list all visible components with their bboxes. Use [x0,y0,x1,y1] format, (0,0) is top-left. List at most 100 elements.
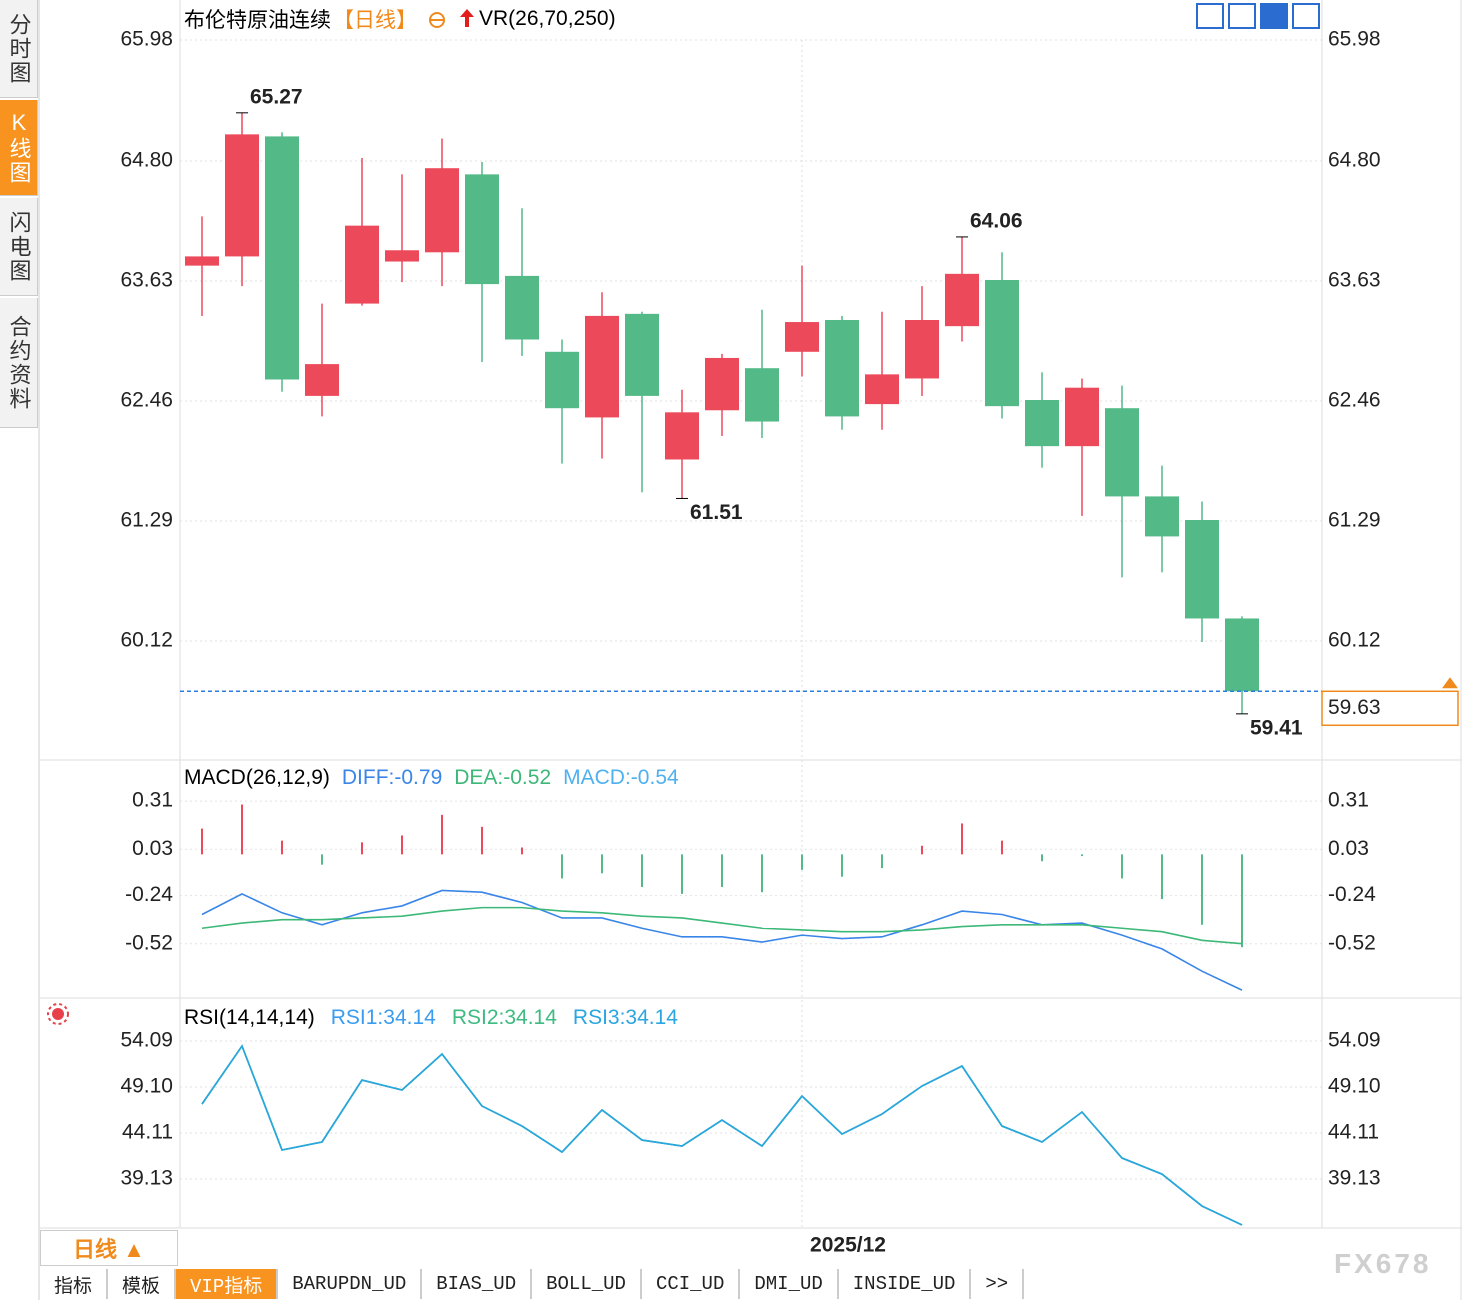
y-tick-label-right: 65.98 [1328,28,1381,51]
indicator-label[interactable]: VR(26,70,250) [479,7,616,30]
indicator-toolbar: 指标 模板 VIP指标 BARUPDN_UD BIAS_UD BOLL_UD CCI_UD D… [40,1269,1025,1299]
rsi-header: RSI(14,14,14) RSI1:34.14 RSI2:34.14 RSI3:3… [184,1006,678,1030]
toolbar-tab[interactable]: INSIDE_UD [838,1269,972,1299]
y-tick-label-right: 60.12 [1328,629,1381,652]
candle-body [1185,520,1219,619]
last-price-label: 59.63 [1328,696,1381,719]
candle-body [305,364,339,396]
candle-body [585,315,619,418]
toolbar-tab[interactable]: VIP指标 [176,1269,279,1299]
candle-body [385,250,419,262]
y-tick-label: 0.31 [132,789,173,812]
y-tick-label-right: 0.31 [1328,789,1369,812]
candle-body [785,322,819,352]
toolbar-tab[interactable]: CCI_UD [641,1269,741,1299]
extreme-label: 64.06 [970,209,1023,232]
legend-entry: DIFF:-0.79 [341,766,443,789]
candle-body [425,168,459,253]
period-label[interactable]: 【日线】 [333,9,417,32]
y-tick-label-right: 61.29 [1328,509,1381,532]
y-tick-label: -0.24 [125,883,173,906]
end-icon[interactable] [1292,3,1320,29]
y-tick-label: -0.52 [125,931,173,954]
series-line [201,1044,1243,1226]
extreme-label: 65.27 [250,85,303,108]
series-line [201,1044,1243,1226]
legend-entry: RSI1:34.14 [330,1006,436,1029]
candle-body [225,134,259,257]
y-tick-label: 64.80 [120,149,173,172]
series-line [201,889,1243,991]
y-tick-label: 61.29 [120,509,173,532]
sidebar-tab[interactable]: 合约资料 [0,298,38,428]
candle-body [745,368,779,422]
watermark: FX678 [1334,1248,1432,1279]
toolbar-tab[interactable]: BIAS_UD [422,1269,533,1299]
candle-body [1105,408,1139,497]
sidebar-tab[interactable]: 闪电图 [0,198,38,296]
y-tick-label-right: 0.03 [1328,837,1369,860]
toolbar-tab[interactable]: BARUPDN_UD [278,1269,423,1299]
y-tick-label: 49.10 [120,1075,173,1098]
rsi-settings-icon[interactable] [47,1003,69,1025]
icon-dot [52,1008,64,1020]
sidebar-tab[interactable]: K线图 [0,100,38,196]
x-axis-label: 2025/12 [810,1234,886,1257]
panel-title: RSI(14,14,14) [184,1006,315,1029]
y-tick-label-right: 39.13 [1328,1167,1381,1190]
series-line [201,906,1243,945]
last-price-box [1321,690,1459,727]
y-tick-label-right: 54.09 [1328,1029,1381,1052]
y-tick-label-right: 44.11 [1328,1121,1379,1144]
chart-title: 布伦特原油连续 [184,9,331,32]
candle-body [825,320,859,417]
y-tick-label: 65.98 [120,28,173,51]
toolbar-tab[interactable]: 指标 [40,1269,109,1299]
toolbar-icons [1196,3,1320,29]
candle-body [465,174,499,285]
zoom-icon[interactable] [1196,3,1224,29]
candle-body [1065,387,1099,447]
candle-body [1025,400,1059,447]
last-price-arrow [1442,677,1458,689]
candle-body [345,225,379,304]
y-tick-label-right: 64.80 [1328,149,1381,172]
y-tick-label: 63.63 [120,269,173,292]
y-tick-label-right: 62.46 [1328,389,1381,412]
shrink-icon[interactable] [1228,3,1256,29]
legend-entry: RSI3:34.14 [572,1006,678,1029]
candle-body [545,351,579,409]
y-tick-label-right: -0.24 [1328,883,1376,906]
sidebar-tab[interactable]: 分时图 [0,0,38,98]
indicator-arrow[interactable] [457,7,477,31]
candle-body [1225,618,1259,692]
candle-body [905,320,939,379]
candle-body [265,136,299,380]
candle-body [665,412,699,460]
legend-entry: RSI2:34.14 [451,1006,557,1029]
period-button[interactable]: 日线 ▲ [40,1230,178,1266]
period-icon[interactable] [427,9,447,29]
toolbar-tab[interactable]: DMI_UD [740,1269,839,1299]
candle-body [985,280,1019,407]
candle-body [625,313,659,396]
series-line [201,1044,1243,1226]
toolbar-tab[interactable]: >> [971,1269,1025,1299]
toolbar-tab[interactable]: BOLL_UD [532,1269,642,1299]
y-tick-label: 62.46 [120,389,173,412]
macd-header: MACD(26,12,9) DIFF:-0.79 DEA:-0.52 MACD:-0… [184,766,679,790]
y-tick-label: 44.11 [122,1121,173,1144]
icon-ring [47,1003,69,1025]
toolbar-tab[interactable]: 模板 [108,1269,177,1299]
panel-title: MACD(26,12,9) [184,766,330,789]
legend-entry: DEA:-0.52 [454,766,552,789]
move-icon[interactable] [1260,3,1288,29]
y-tick-label: 54.09 [120,1029,173,1052]
extreme-label: 61.51 [690,501,743,524]
price-header: 布伦特原油连续 【日线】 VR(26,70,250) [184,4,616,34]
y-tick-label: 60.12 [120,629,173,652]
candle-body [505,275,539,340]
y-tick-label-right: -0.52 [1328,931,1376,954]
